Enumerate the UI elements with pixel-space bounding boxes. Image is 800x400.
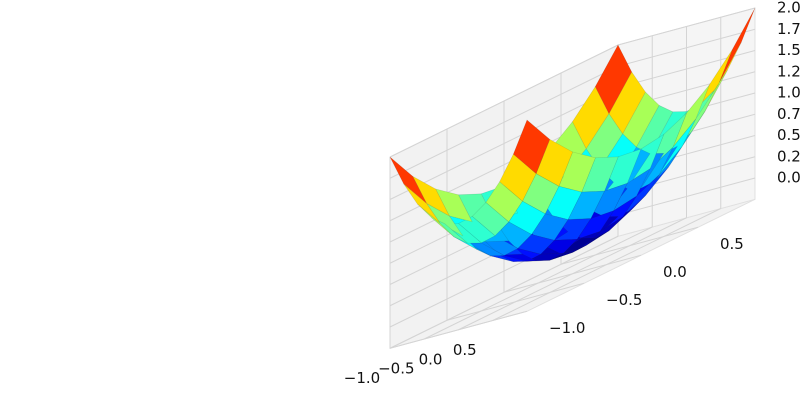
z-tick-label: 0.50 — [777, 126, 800, 144]
surface-mesh — [389, 7, 756, 262]
x-tick-label: −0.5 — [378, 360, 414, 378]
y-tick-label: 0.5 — [720, 235, 744, 253]
grid-line-z — [389, 87, 619, 200]
z-tick-label: 0.25 — [777, 147, 800, 165]
surface-facet — [508, 200, 546, 235]
surface-facet — [581, 156, 619, 193]
grid-lines — [389, 7, 756, 349]
surface-facet — [403, 183, 441, 224]
surface-facet — [531, 213, 569, 241]
grid-line-z — [389, 44, 619, 158]
surface-facet — [522, 173, 560, 215]
z-tick-label: 1.75 — [777, 20, 800, 38]
x-tick-label: −1.0 — [344, 369, 380, 387]
y-axis-ticks: −1.0 −0.5 0.0 0.5 — [549, 235, 744, 337]
grid-line-y — [503, 254, 642, 293]
grid-line-z — [617, 28, 756, 67]
grid-line-y — [389, 310, 528, 349]
surface-facet — [435, 188, 473, 223]
surface-facet — [417, 203, 455, 237]
y-tick-label: 0.0 — [663, 263, 687, 281]
x-tick-label: 0.5 — [453, 341, 477, 359]
z-axis-ticks: 0.00 0.25 0.50 0.75 1.00 1.25 1.50 1.75 2.00 — [777, 0, 800, 187]
surface-facet — [553, 218, 592, 241]
surface-facet — [576, 210, 615, 240]
surface-facet — [567, 190, 605, 220]
z-tick-label: 1.50 — [777, 41, 800, 59]
z-tick-label: 0.75 — [777, 105, 800, 123]
z-tick-label: 1.25 — [777, 62, 800, 80]
surface-facet — [389, 156, 427, 204]
grid-line-y — [446, 282, 585, 321]
z-tick-label: 2.00 — [777, 0, 800, 17]
surface-facet — [512, 119, 551, 175]
grid-line-y — [560, 226, 699, 265]
grid-line-z — [617, 177, 756, 216]
y-tick-label: −0.5 — [606, 291, 642, 309]
y-tick-label: −1.0 — [549, 319, 585, 337]
z-tick-label: 1.00 — [777, 84, 800, 102]
x-axis-ticks: −1.0−0.5 0.0 0.5 — [344, 341, 477, 387]
surface-facet — [499, 153, 537, 202]
x-tick-label: 0.0 — [419, 350, 443, 368]
grid-line-z — [389, 65, 619, 179]
z-tick-label: 0.00 — [777, 169, 800, 187]
grid-line-z — [617, 7, 756, 46]
surface-facet — [608, 71, 646, 135]
surface-facet — [594, 44, 633, 115]
surface-facet — [517, 234, 555, 255]
surface-facet — [544, 185, 583, 220]
surface-facet — [681, 83, 719, 147]
